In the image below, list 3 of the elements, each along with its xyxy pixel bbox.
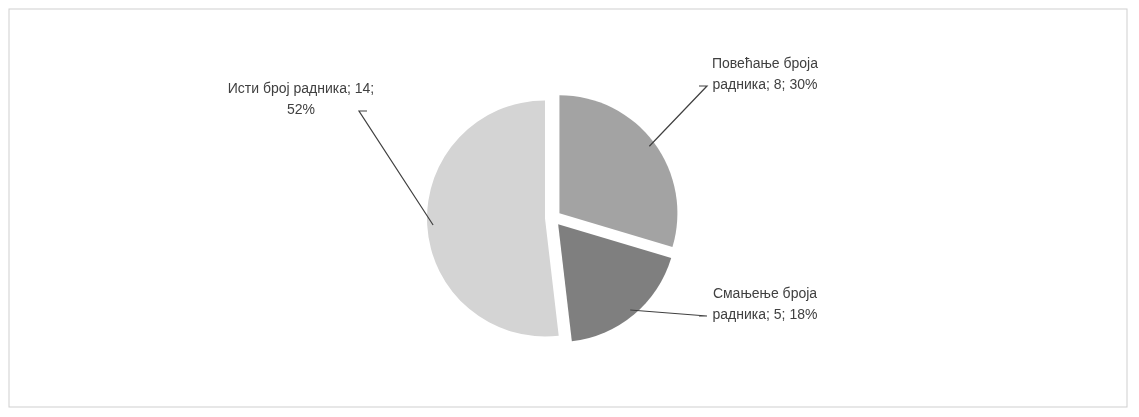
slice-label: Смањење броја радника; 5; 18% (712, 285, 818, 322)
slice-label: Исти број радника; 14; 52% (227, 80, 375, 117)
slice-label: Повећање броја радника; 8; 30% (711, 55, 819, 92)
